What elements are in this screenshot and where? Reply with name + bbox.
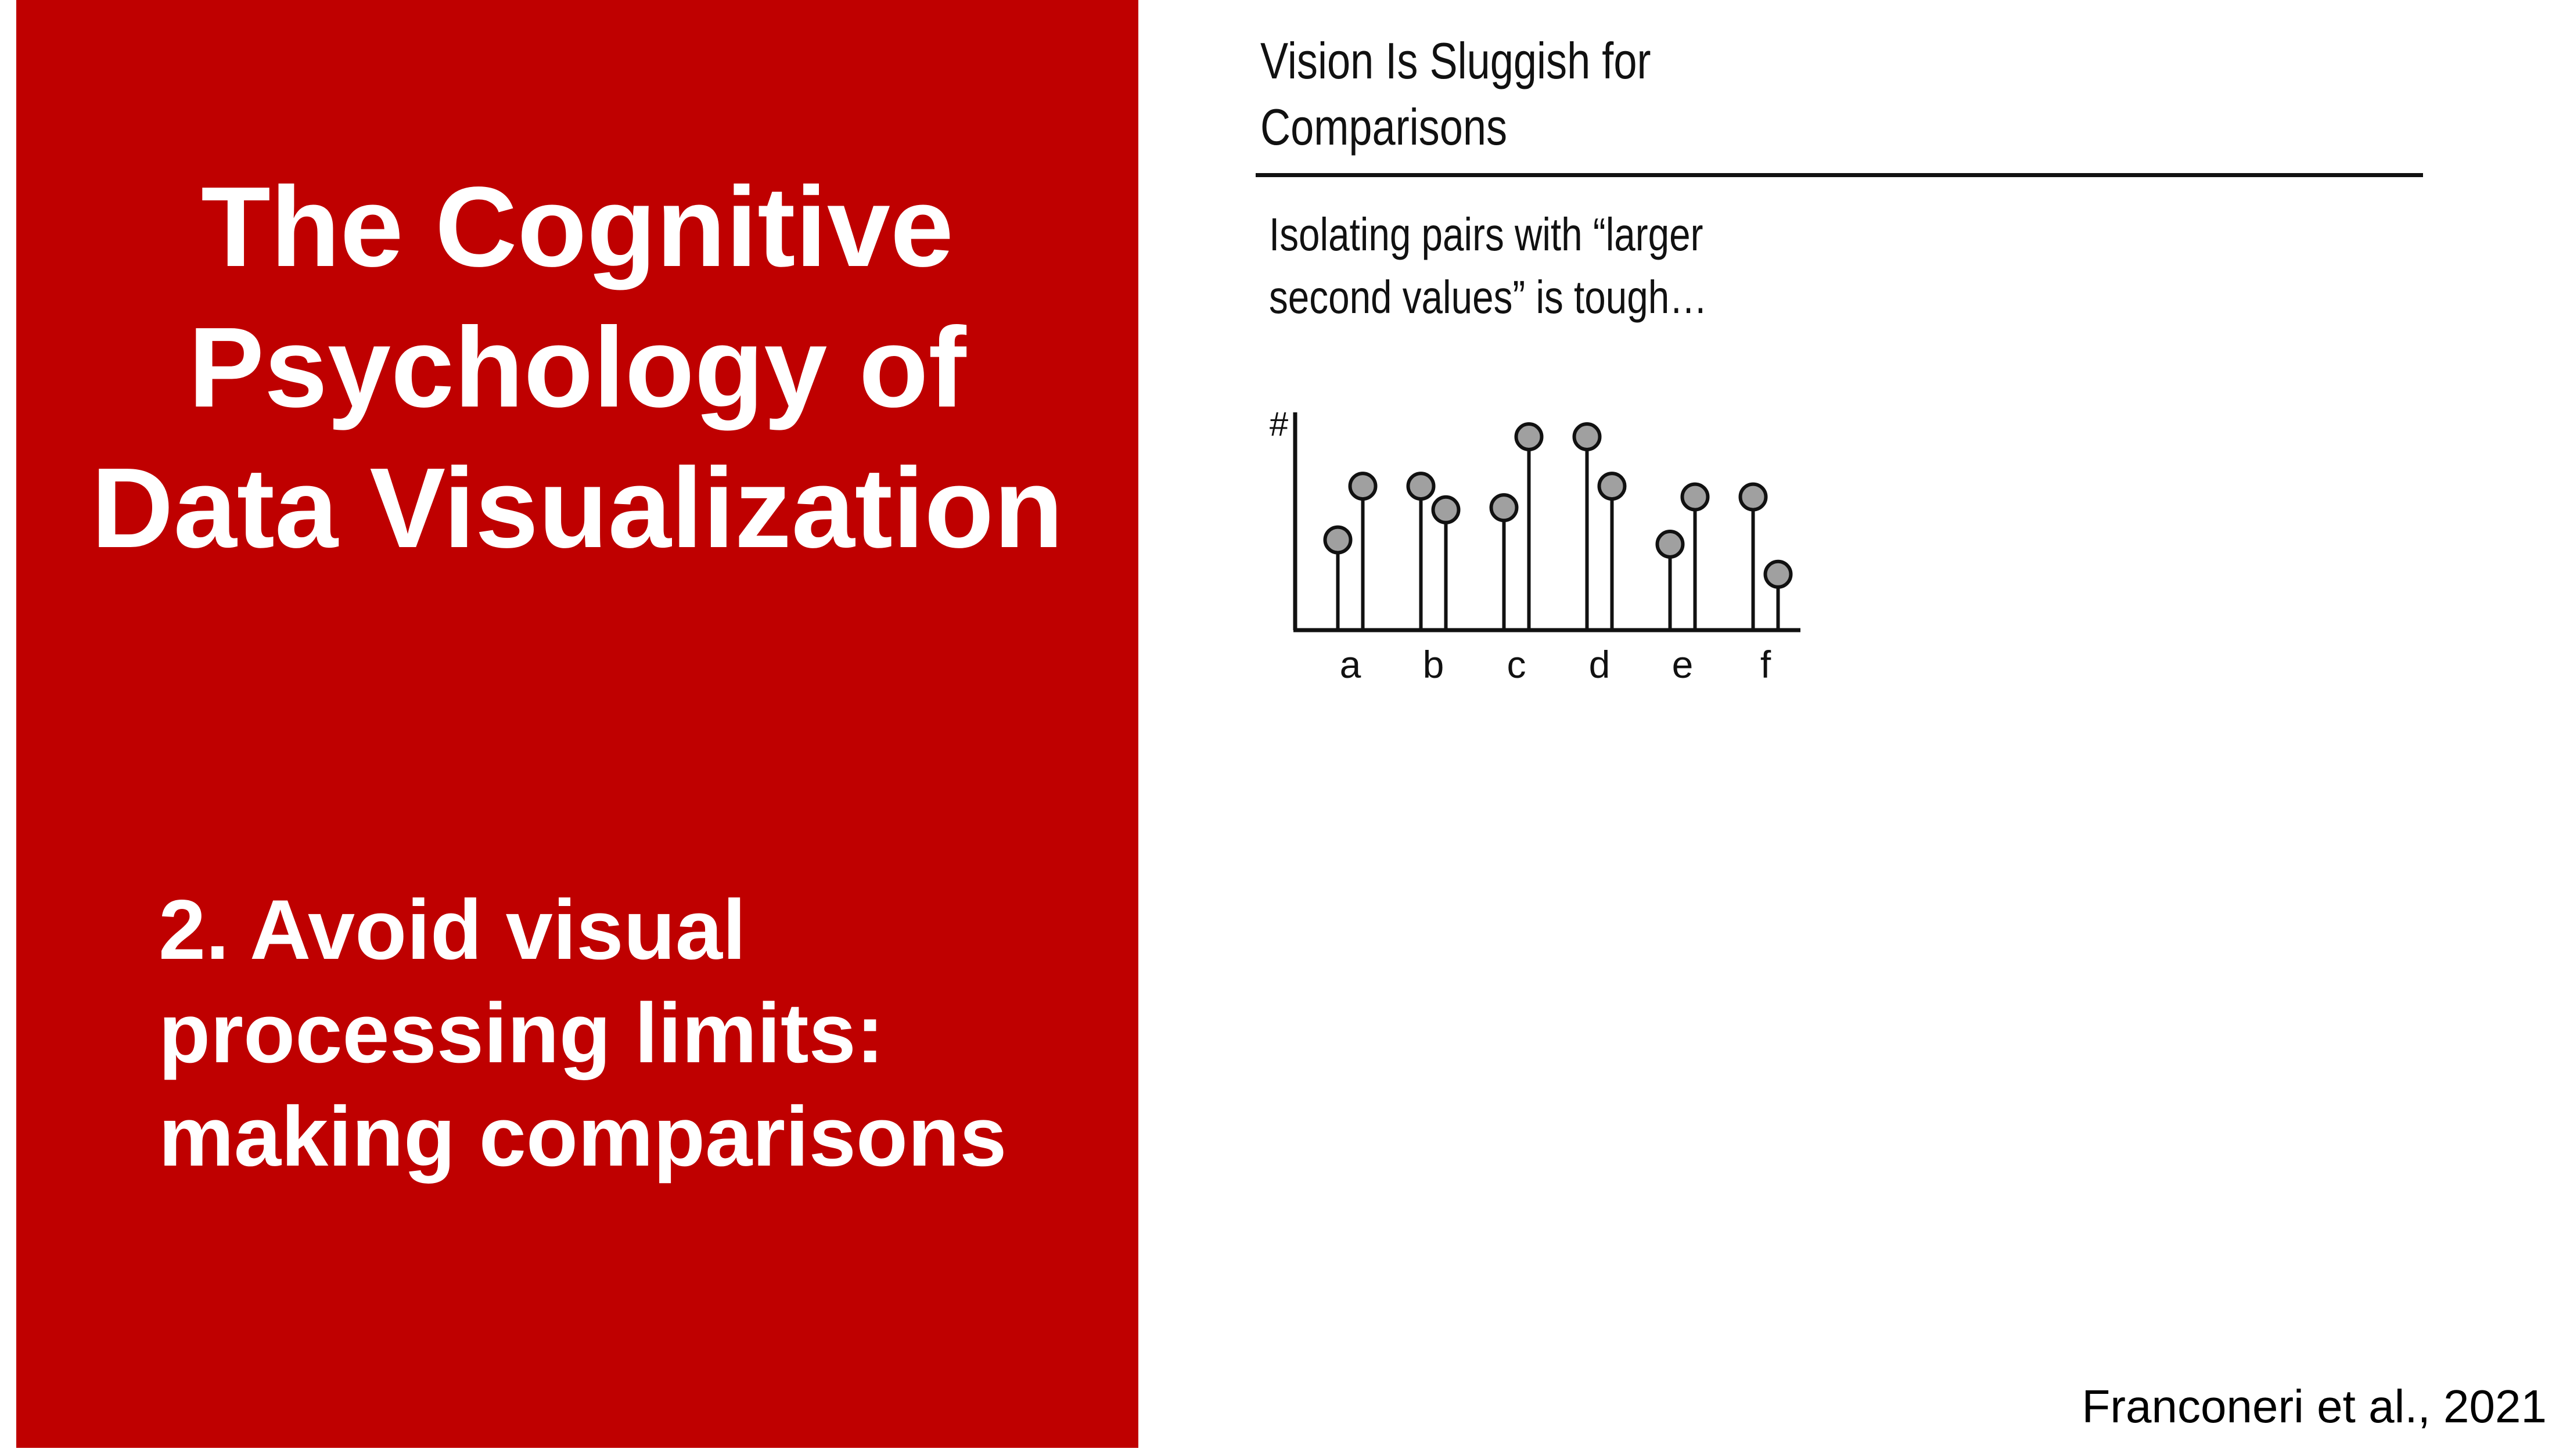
x-tick-label-a: a (1340, 643, 1361, 686)
lollipop-chart: # a b c d e f (1270, 405, 1800, 686)
figure-caption: Isolating pairs with “larger second valu… (1269, 208, 1708, 323)
point-d-1 (1572, 422, 1602, 451)
x-tick-label-e: e (1672, 643, 1694, 686)
x-tick-label-c: c (1507, 643, 1526, 686)
point-a-1 (1323, 525, 1353, 555)
x-tick-label-b: b (1423, 643, 1444, 686)
point-c-1 (1489, 493, 1519, 523)
point-d-2 (1597, 472, 1627, 501)
point-b-1 (1406, 472, 1436, 501)
point-e-2 (1680, 482, 1710, 512)
y-axis-label: # (1270, 405, 1288, 443)
point-a-2 (1348, 472, 1378, 501)
citation: Franconeri et al., 2021 (2082, 1380, 2547, 1432)
point-e-1 (1655, 530, 1685, 559)
slide-title: The Cognitive Psychology of Data Visuali… (91, 163, 1063, 571)
x-tick-label-f: f (1760, 643, 1771, 686)
point-b-2 (1431, 495, 1461, 524)
point-f-2 (1763, 559, 1793, 589)
title-panel: The Cognitive Psychology of Data Visuali… (16, 0, 1138, 1448)
x-tick-label-d: d (1589, 643, 1611, 686)
slide-subtitle: 2. Avoid visual processing limits: makin… (159, 882, 1007, 1184)
figure-title-rule (1256, 173, 2423, 177)
point-c-2 (1514, 422, 1544, 451)
figure-title: Vision Is Sluggish for Comparisons (1260, 32, 1651, 156)
point-f-1 (1738, 482, 1768, 512)
